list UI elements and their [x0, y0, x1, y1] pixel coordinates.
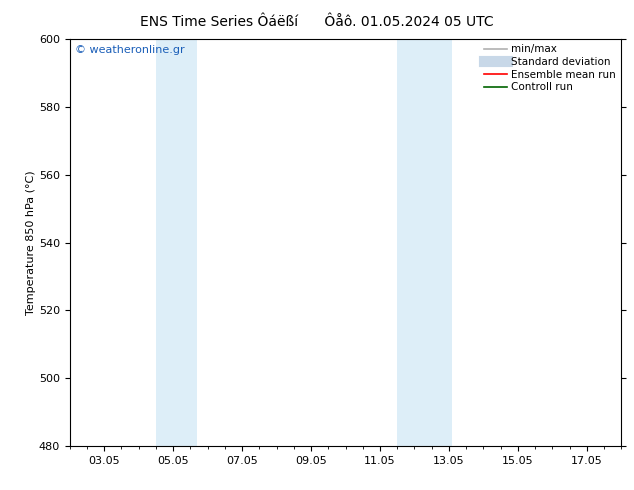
Y-axis label: Temperature 850 hPa (°C): Temperature 850 hPa (°C) [26, 170, 36, 315]
Bar [398, 39, 453, 446]
Bar [156, 39, 197, 446]
Text: © weatheronline.gr: © weatheronline.gr [75, 45, 185, 55]
Legend: min/max, Standard deviation, Ensemble mean run, Controll run: min/max, Standard deviation, Ensemble me… [482, 42, 618, 94]
Text: ENS Time Series Ôáëßí      Ôåô. 01.05.2024 05 UTC: ENS Time Series Ôáëßí Ôåô. 01.05.2024 05… [140, 15, 494, 29]
